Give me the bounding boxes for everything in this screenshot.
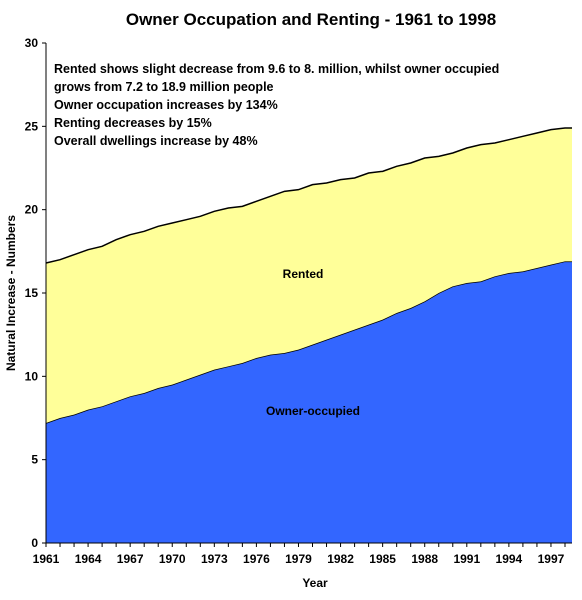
- chart-title: Owner Occupation and Renting - 1961 to 1…: [125, 10, 497, 29]
- x-tick-label: 1997: [538, 552, 565, 566]
- area-rented: [46, 128, 572, 423]
- x-tick-label: 1967: [117, 552, 144, 566]
- x-tick-label: 1961: [33, 552, 60, 566]
- x-tick-label: 1976: [243, 552, 270, 566]
- area-label-owner-occupied: Owner-occupied: [266, 404, 360, 418]
- annotation-line: Overall dwellings increase by 48%: [54, 134, 258, 148]
- x-tick-label: 1994: [496, 552, 523, 566]
- series-line-rented: [45, 127, 572, 264]
- y-tick-label: 15: [25, 286, 39, 300]
- annotation-line: Owner occupation increases by 134%: [54, 98, 278, 112]
- x-tick-label: 1964: [75, 552, 102, 566]
- area-owner-occupied: [46, 261, 572, 543]
- x-tick-label: 1979: [285, 552, 312, 566]
- x-axis-title: Year: [302, 576, 328, 590]
- y-tick-label: 30: [25, 36, 39, 50]
- y-axis-title: Natural Increase - Numbers: [4, 215, 18, 371]
- x-tick-label: 1973: [201, 552, 228, 566]
- annotation-box: Rented shows slight decrease from 9.6 to…: [54, 60, 499, 150]
- area-label-rented: Rented: [283, 267, 324, 281]
- x-tick-label: 1991: [453, 552, 480, 566]
- y-tick-label: 20: [25, 203, 39, 217]
- annotation-line: Rented shows slight decrease from 9.6 to…: [54, 62, 500, 76]
- axes-layer: 0 5 10 15 20 25 30 1961 1964 1967 1970 1973 1976 1979…: [25, 36, 572, 566]
- annotation-line: Renting decreases by 15%: [54, 116, 212, 130]
- y-tick-label: 5: [31, 453, 38, 467]
- y-tick-label: 0: [31, 536, 38, 550]
- x-tick-label: 1970: [159, 552, 186, 566]
- x-tick-label: 1988: [411, 552, 438, 566]
- x-tick-label: 1982: [327, 552, 354, 566]
- areas-layer: [45, 127, 572, 543]
- annotation-line: grows from 7.2 to 18.9 million people: [54, 80, 274, 94]
- y-tick-label: 25: [25, 119, 39, 133]
- y-tick-label: 10: [25, 369, 39, 383]
- x-tick-label: 1985: [369, 552, 396, 566]
- labels-layer: Rented Owner-occupied: [266, 267, 360, 418]
